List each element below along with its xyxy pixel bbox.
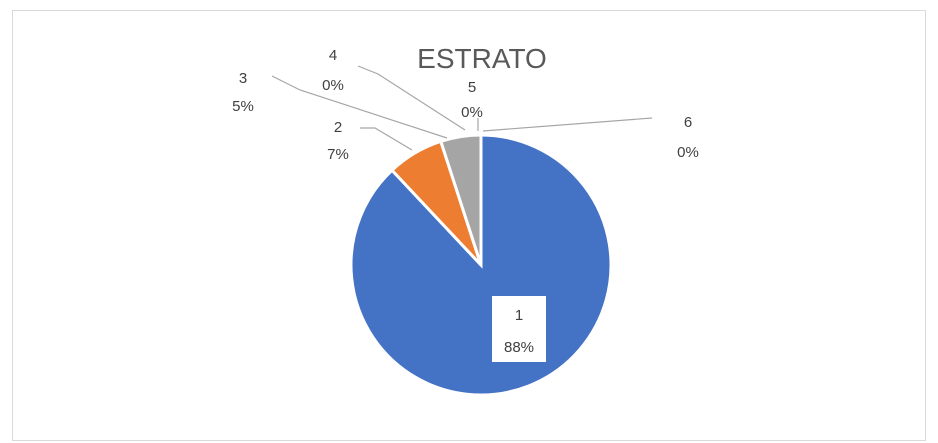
leader-line-3 xyxy=(271,75,448,139)
leader-line-4 xyxy=(357,65,466,131)
data-label-percent-6: 0% xyxy=(677,144,699,161)
chart-title: ESTRATO xyxy=(417,43,547,74)
leader-line-6 xyxy=(482,117,653,132)
data-label-category-6: 6 xyxy=(684,114,692,131)
pie-slice-3 xyxy=(438,133,483,266)
data-label-box-1 xyxy=(492,296,546,362)
data-label-percent-4: 0% xyxy=(322,77,344,94)
data-label-category-1: 1 xyxy=(515,307,523,324)
data-label-category-5: 5 xyxy=(468,79,476,96)
leader-line-2 xyxy=(360,127,413,151)
data-label-category-4: 4 xyxy=(329,47,337,64)
data-label-percent-3: 5% xyxy=(232,98,254,115)
data-label-category-3: 3 xyxy=(239,70,247,87)
data-label-percent-5: 0% xyxy=(461,104,483,121)
data-label-category-2: 2 xyxy=(334,119,342,136)
data-label-percent-1: 88% xyxy=(504,339,534,356)
data-label-percent-2: 7% xyxy=(327,146,349,163)
